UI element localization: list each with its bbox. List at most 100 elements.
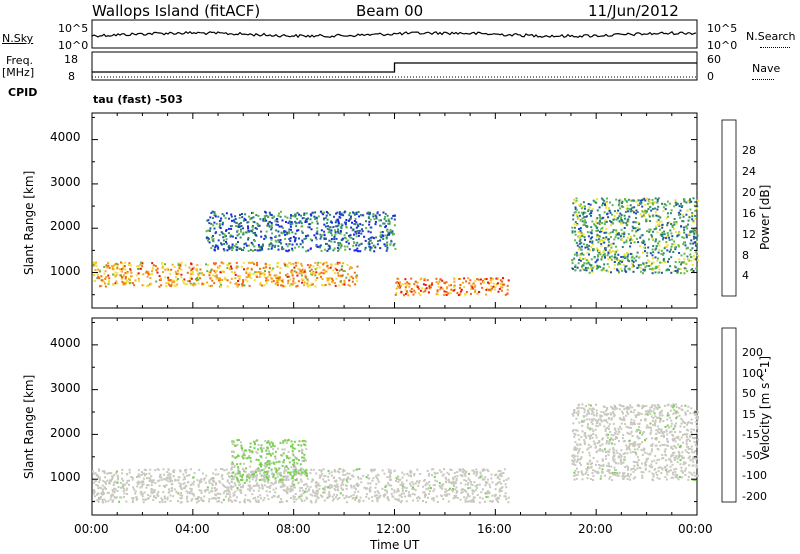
power-cb-tick-12: 12 xyxy=(742,228,756,241)
power-data-cell xyxy=(94,263,97,266)
velocity-data-cell xyxy=(328,490,331,493)
power-data-cell xyxy=(603,263,606,266)
power-data-cell xyxy=(397,286,400,289)
velocity-data-cell xyxy=(572,456,575,459)
power-data-cell xyxy=(656,265,659,268)
velocity-data-cell xyxy=(184,485,187,488)
power-data-cell xyxy=(326,270,328,273)
velocity-data-cell xyxy=(605,413,608,415)
power-data-cell xyxy=(630,199,633,202)
velocity-data-cell xyxy=(128,471,131,474)
velocity-data-cell xyxy=(98,468,100,471)
power-data-cell xyxy=(226,267,229,269)
velocity-data-cell xyxy=(409,475,412,478)
velocity-data-cell xyxy=(160,497,163,500)
power-data-cell xyxy=(255,274,258,277)
velocity-data-cell xyxy=(630,421,632,424)
velocity-data-cell xyxy=(247,488,250,491)
power-data-cell xyxy=(636,229,639,232)
power-data-cell xyxy=(257,244,260,246)
velocity-data-cell xyxy=(684,474,687,476)
velocity-data-cell xyxy=(303,439,306,442)
velocity-data-cell xyxy=(117,486,120,489)
power-data-cell xyxy=(273,246,276,248)
power-data-cell xyxy=(268,224,271,227)
power-data-cell xyxy=(297,229,300,232)
power-data-cell xyxy=(610,251,613,254)
power-data-cell xyxy=(689,253,692,256)
velocity-data-cell xyxy=(677,411,680,414)
velocity-data-cell xyxy=(266,473,269,475)
power-data-cell xyxy=(626,257,629,260)
power-data-cell xyxy=(279,215,282,218)
velocity-data-cell xyxy=(239,474,242,477)
velocity-data-cell xyxy=(292,486,295,489)
velocity-data-cell xyxy=(464,470,467,473)
velocity-data-cell xyxy=(581,472,584,475)
velocity-data-cell xyxy=(605,414,608,417)
velocity-data-cell xyxy=(282,441,285,444)
velocity-data-cell xyxy=(136,476,138,478)
velocity-data-cell xyxy=(267,481,270,484)
velocity-data-cell xyxy=(288,490,291,493)
velocity-data-cell xyxy=(253,473,256,476)
power-data-cell xyxy=(284,230,287,233)
velocity-data-cell xyxy=(367,474,370,477)
velocity-data-cell xyxy=(210,490,212,493)
velocity-data-cell xyxy=(396,478,399,480)
power-data-cell xyxy=(359,223,362,226)
velocity-data-cell xyxy=(317,497,320,500)
velocity-data-cell xyxy=(417,484,420,487)
velocity-data-cell xyxy=(447,473,450,476)
power-data-cell xyxy=(309,218,312,221)
power-data-cell xyxy=(305,276,307,279)
power-data-cell xyxy=(127,280,130,283)
power-data-cell xyxy=(463,277,466,280)
power-data-cell xyxy=(119,268,122,271)
power-data-cell xyxy=(241,283,244,285)
velocity-data-cell xyxy=(236,439,239,442)
power-data-cell xyxy=(413,289,416,292)
velocity-data-cell xyxy=(281,483,284,486)
power-data-cell xyxy=(622,263,625,266)
velocity-data-cell xyxy=(141,480,144,483)
power-data-cell xyxy=(239,230,242,233)
velocity-data-cell xyxy=(591,436,594,439)
power-data-cell xyxy=(636,267,639,269)
power-data-cell xyxy=(252,211,255,214)
power-data-cell xyxy=(576,266,579,269)
velocity-data-cell xyxy=(279,471,282,474)
velocity-data-cell xyxy=(179,483,182,486)
power-data-cell xyxy=(231,245,234,248)
power-data-cell xyxy=(662,252,665,255)
power-data-cell xyxy=(658,244,661,247)
velocity-data-cell xyxy=(685,438,688,441)
velocity-data-cell xyxy=(297,496,300,499)
velocity-data-cell xyxy=(300,444,303,447)
power-data-cell xyxy=(390,239,393,242)
velocity-data-cell xyxy=(155,497,157,499)
power-data-cell xyxy=(453,285,455,288)
velocity-data-cell xyxy=(360,481,363,484)
power-data-cell xyxy=(631,206,634,209)
velocity-data-cell xyxy=(298,472,301,475)
power-data-cell xyxy=(242,249,245,251)
power-data-cell xyxy=(647,202,649,205)
power-data-cell xyxy=(390,231,393,234)
power-data-cell xyxy=(571,230,574,233)
power-data-cell xyxy=(633,257,636,260)
velocity-data-cell xyxy=(454,482,457,485)
power-data-cell xyxy=(690,200,693,203)
velocity-data-cell xyxy=(304,444,307,447)
power-data-cell xyxy=(374,246,377,249)
power-data-cell xyxy=(341,238,344,241)
velocity-data-cell xyxy=(93,492,95,495)
power-data-cell xyxy=(332,249,335,252)
power-data-cell xyxy=(352,238,355,240)
velocity-data-cell xyxy=(234,499,237,502)
velocity-data-cell xyxy=(292,468,295,471)
velocity-data-cell xyxy=(610,418,613,421)
velocity-data-cell xyxy=(586,448,589,451)
power-data-cell xyxy=(309,270,312,273)
power-data-cell xyxy=(242,231,245,234)
